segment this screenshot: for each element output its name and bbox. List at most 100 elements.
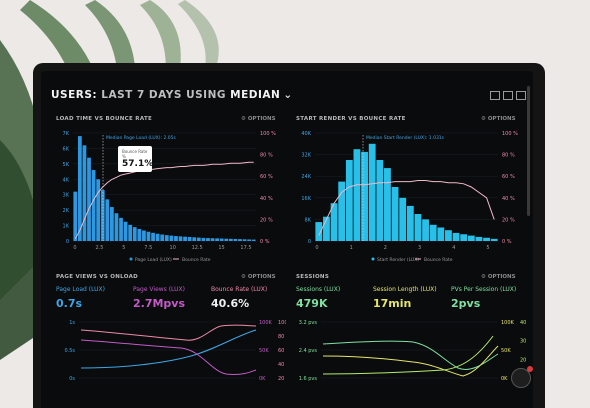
metric-value-page-load: 0.7s — [56, 297, 83, 310]
y2-tick-label: 0K — [501, 376, 508, 382]
bar — [490, 238, 498, 241]
y3-tick-label: 40 min — [520, 320, 528, 326]
y-tick-label: 40K — [301, 131, 311, 137]
y2-tick-label: 20 % — [260, 217, 273, 223]
bar — [82, 145, 87, 241]
y-tick-label: 24K — [301, 174, 311, 180]
bar — [353, 149, 361, 241]
laptop-bezel: USERS: LAST 7 DAYS USING MEDIAN ⌄ LOAD TI… — [33, 63, 545, 408]
bar — [361, 151, 368, 241]
bar — [192, 237, 197, 241]
y2-tick-label: 100 % — [260, 131, 276, 137]
grid-icon[interactable] — [516, 91, 526, 100]
bar — [105, 199, 110, 241]
legend-label: Page Load (LUX) — [135, 257, 172, 263]
y2-tick-label: 40 % — [260, 196, 273, 202]
bar — [376, 160, 384, 241]
metric-label-session-length: Session Length (LUX) — [373, 286, 437, 293]
series-line — [322, 340, 499, 370]
x-tick-label: 0 — [73, 245, 76, 251]
bar — [219, 238, 224, 241]
metric-label-page-views: Page Views (LUX) — [133, 286, 185, 293]
options-label: OPTIONS — [247, 274, 276, 280]
bar — [73, 191, 78, 241]
x-tick-label: 4 — [452, 245, 455, 251]
y-tick-label: 0.5s — [64, 348, 75, 354]
bar — [174, 236, 178, 241]
bar — [330, 203, 338, 241]
start-render-options-button[interactable]: ⚙ OPTIONS — [481, 116, 516, 122]
bar — [475, 236, 483, 241]
x-tick-label: 2.5 — [95, 245, 103, 251]
y-tick-label: 2.4 pvs — [299, 348, 318, 354]
start-render-chart: 40K 32K 24K 16K 8K 0 100 % 80 % 60 % 40 % 20 % 0 % 0… — [301, 131, 518, 263]
bar — [123, 221, 128, 241]
bounce-rate-line — [74, 161, 254, 240]
bar — [132, 227, 137, 241]
y2-tick-label: 50K — [501, 348, 511, 354]
bar — [142, 230, 146, 241]
bar — [155, 233, 160, 241]
tooltip-sub: % — [122, 154, 126, 159]
y-tick-label: 1.6 pvs — [299, 376, 318, 382]
x-tick-label: 17.5 — [240, 245, 251, 251]
y2-tick-label: 80 % — [502, 153, 515, 159]
x-tick-label: 15 — [218, 245, 224, 251]
y3-tick-label: 100 % — [278, 320, 286, 326]
dashboard-screen: USERS: LAST 7 DAYS USING MEDIAN ⌄ LOAD TI… — [41, 71, 533, 408]
title-using: USING — [186, 89, 231, 101]
y2-tick-label: 40 % — [502, 196, 515, 202]
page-views-options-button[interactable]: ⚙ OPTIONS — [241, 274, 276, 280]
load-time-options-button[interactable]: ⚙ OPTIONS — [241, 116, 276, 122]
bar — [391, 187, 399, 241]
y-tick-label: 0 — [66, 239, 69, 245]
scrollbar[interactable] — [527, 86, 530, 216]
bar — [206, 238, 210, 241]
bar — [238, 239, 242, 241]
bar — [251, 239, 256, 241]
x-tick-label: 5 — [486, 245, 489, 251]
x-tick-label: 1 — [350, 245, 353, 251]
x-tick-label: 10 — [170, 245, 176, 251]
y2-tick-label: 20 % — [502, 217, 515, 223]
bar — [224, 238, 229, 241]
x-tick-label: 5 — [122, 245, 125, 251]
bar — [77, 136, 82, 241]
bar — [151, 232, 155, 241]
chat-button[interactable] — [511, 366, 533, 388]
y3-tick-label: 30 min — [520, 339, 528, 345]
chevron-down-icon[interactable]: ⌄ — [283, 89, 293, 101]
bar — [114, 213, 119, 241]
legend-swatch — [129, 257, 133, 261]
panel-title-start-render: START RENDER VS BOUNCE RATE — [296, 116, 406, 122]
metric-value-session-length: 17min — [373, 297, 412, 310]
panel-title-sessions: SESSIONS — [296, 274, 330, 280]
bar — [406, 205, 414, 241]
y2-tick-label: 0K — [259, 376, 266, 382]
bar — [247, 239, 252, 241]
x-tick-label: 3 — [418, 245, 421, 251]
bar — [467, 235, 475, 241]
median-annotation: Median Start Render (LUX): 1.031s — [366, 135, 445, 141]
bar — [100, 190, 105, 241]
bar — [483, 237, 490, 241]
metric-label-bounce-rate: Bounce Rate (LUX) — [211, 286, 268, 293]
y-tick-label: 7K — [63, 131, 70, 137]
metric-value-bounce-rate: 40.6% — [211, 297, 250, 310]
panel-title-page-views: PAGE VIEWS VS ONLOAD — [56, 274, 139, 280]
dashboard-title[interactable]: USERS: LAST 7 DAYS USING MEDIAN ⌄ — [51, 89, 293, 101]
monitor-icon[interactable] — [490, 91, 500, 100]
load-time-chart: 7K 6K 5K 4K 3K 2K 1K 0 100 % 80 % 60 % 40 % 20 % 0 % 0… — [63, 131, 277, 263]
bar — [445, 230, 452, 241]
bar — [345, 160, 353, 241]
metric-value-pvs-per-session: 2pvs — [451, 297, 481, 310]
bar — [91, 170, 96, 241]
y-tick-label: 3K — [63, 193, 70, 199]
image-icon[interactable] — [503, 91, 513, 100]
bar — [169, 235, 174, 241]
legend-label: Start Render (LUX) — [377, 257, 419, 263]
bar — [228, 238, 233, 241]
bar — [183, 236, 187, 241]
x-tick-label: 0 — [315, 245, 318, 251]
sessions-options-button[interactable]: ⚙ OPTIONS — [481, 274, 516, 280]
